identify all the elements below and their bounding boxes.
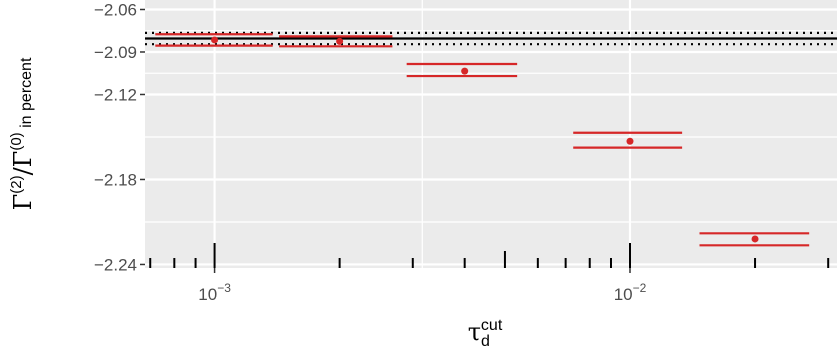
x-tick-label-base: 10 bbox=[614, 285, 633, 304]
y-axis-title-num-sup: (2) bbox=[8, 175, 25, 193]
y-tick-label: −2.12 bbox=[94, 85, 137, 104]
y-axis: −2.06 −2.09 −2.12 −2.18 −2.24 bbox=[94, 0, 145, 274]
x-axis-title-base: τ bbox=[468, 318, 481, 346]
x-tick-label-exponent: −2 bbox=[633, 281, 647, 295]
x-axis-title-sup: cut bbox=[481, 317, 503, 334]
y-tick-label: −2.06 bbox=[94, 0, 137, 19]
data-point bbox=[336, 37, 344, 45]
y-tick-label: −2.18 bbox=[94, 170, 137, 189]
x-tick-label-base: 10 bbox=[198, 285, 217, 304]
y-tick-label: −2.24 bbox=[94, 255, 137, 274]
y-tick-label: −2.09 bbox=[94, 43, 137, 62]
grid-minor bbox=[145, 0, 837, 268]
plot-panel bbox=[145, 0, 837, 268]
y-axis-title-num: Γ bbox=[9, 194, 37, 211]
x-rug-ticks bbox=[149, 243, 830, 268]
x-tick-label-exponent: −3 bbox=[217, 281, 231, 295]
data-point bbox=[461, 67, 469, 75]
x-axis: 10−3 10−2 bbox=[198, 268, 647, 304]
x-axis-title: τdcut bbox=[468, 317, 503, 350]
data-point bbox=[211, 36, 219, 44]
data-point bbox=[626, 137, 634, 145]
y-axis-title-suffix: in percent bbox=[18, 57, 35, 132]
x-tick-label: 10−3 bbox=[198, 281, 231, 304]
y-axis-title-den: Γ bbox=[9, 151, 37, 168]
reference-lines bbox=[145, 31, 837, 46]
data-point bbox=[751, 235, 759, 243]
y-axis-title-slash: / bbox=[9, 166, 37, 175]
x-axis-title-sub: d bbox=[481, 333, 490, 350]
y-axis-title-den-sup: (0) bbox=[8, 132, 25, 150]
y-axis-title: Γ(2)/Γ(0) in percent bbox=[8, 57, 37, 210]
data-points bbox=[155, 33, 810, 247]
x-tick-label: 10−2 bbox=[614, 281, 647, 304]
